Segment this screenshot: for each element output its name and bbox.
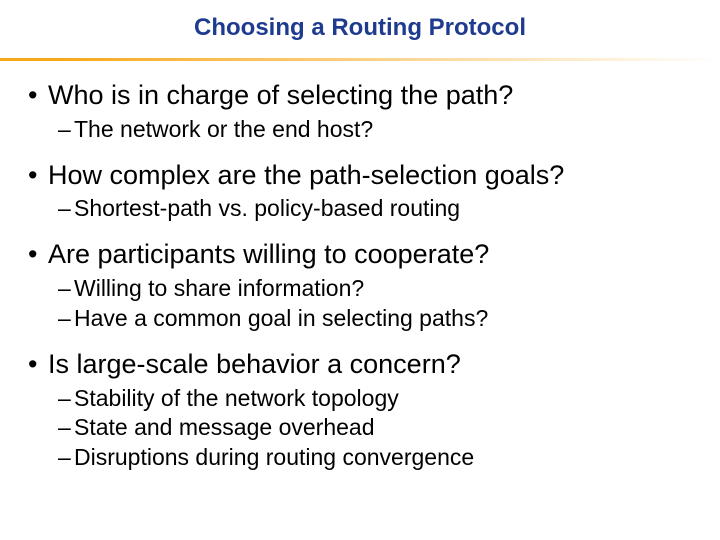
sub-text: Shortest-path vs. policy-based routing [74,194,460,224]
bullet-group: • Is large-scale behavior a concern? – S… [28,348,700,473]
sub-row: – State and message overhead [58,413,700,443]
sub-marker: – [58,304,74,334]
title-area: Choosing a Routing Protocol [0,0,720,52]
bullet-row: • Are participants willing to cooperate? [28,238,700,272]
slide: Choosing a Routing Protocol • Who is in … [0,0,720,540]
bullet-row: • How complex are the path-selection goa… [28,159,700,193]
sub-marker: – [58,115,74,145]
bullet-marker: • [28,79,48,111]
sub-text: Have a common goal in selecting paths? [74,304,488,334]
sub-marker: – [58,384,74,414]
bullet-marker: • [28,348,48,380]
sub-row: – Have a common goal in selecting paths? [58,304,700,334]
bullet-text: Who is in charge of selecting the path? [48,79,513,113]
sub-text: The network or the end host? [74,115,373,145]
sub-marker: – [58,413,74,443]
bullet-text: How complex are the path-selection goals… [48,159,564,193]
bullet-marker: • [28,238,48,270]
bullet-row: • Who is in charge of selecting the path… [28,79,700,113]
sub-row: – Shortest-path vs. policy-based routing [58,194,700,224]
bullet-marker: • [28,159,48,191]
bullet-group: • Who is in charge of selecting the path… [28,79,700,145]
sub-text: Stability of the network topology [74,384,399,414]
sub-row: – Disruptions during routing convergence [58,443,700,473]
sub-row: – Willing to share information? [58,274,700,304]
sub-row: – The network or the end host? [58,115,700,145]
sub-marker: – [58,274,74,304]
bullet-row: • Is large-scale behavior a concern? [28,348,700,382]
sub-marker: – [58,194,74,224]
bullet-text: Is large-scale behavior a concern? [48,348,461,382]
bullet-group: • Are participants willing to cooperate?… [28,238,700,334]
sub-row: – Stability of the network topology [58,384,700,414]
sub-text: State and message overhead [74,413,374,443]
sub-text: Willing to share information? [74,274,364,304]
sub-text: Disruptions during routing convergence [74,443,474,473]
bullet-text: Are participants willing to cooperate? [48,238,489,272]
slide-title: Choosing a Routing Protocol [0,14,720,42]
content-area: • Who is in charge of selecting the path… [0,61,720,473]
sub-marker: – [58,443,74,473]
bullet-group: • How complex are the path-selection goa… [28,159,700,225]
